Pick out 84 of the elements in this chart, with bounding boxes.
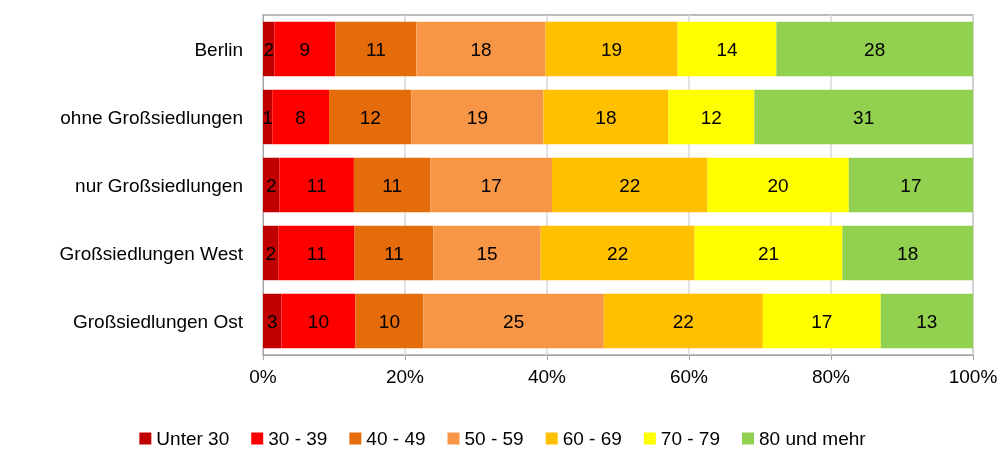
bar [433,225,541,281]
x-tick-label: 20% [385,366,425,387]
bar [694,225,843,281]
y-tick-label: Großsiedlungen West [59,242,244,264]
x-tick-label: 0% [249,366,277,387]
bar [335,21,417,77]
data-label: 20 [767,174,789,196]
data-label: 17 [900,174,922,196]
data-label: 22 [607,242,629,264]
bar [668,89,755,145]
bar [329,89,412,145]
data-label: 31 [853,106,875,128]
data-label: 2 [265,174,277,196]
x-tick-label: 60% [669,366,709,387]
data-label: 17 [811,310,833,332]
data-label: 11 [306,174,327,196]
bar [430,157,552,213]
data-label: 22 [619,174,641,196]
data-label: 1 [262,106,273,128]
data-label: 18 [470,38,492,60]
bar [281,293,356,349]
bar [423,293,604,349]
bar [545,21,678,77]
data-label: 11 [306,242,327,264]
legend-label: 40 - 49 [366,428,426,449]
bar [842,225,973,281]
data-label: 2 [263,38,274,60]
x-tick-label: 100% [948,366,998,387]
bar [603,293,763,349]
bar [776,21,973,77]
legend-label: 80 und mehr [758,428,867,449]
legend-label: 50 - 59 [464,428,524,449]
bar [411,89,544,145]
bar [272,89,330,145]
bar [354,225,434,281]
bar [279,157,354,213]
bar [263,225,279,281]
x-tick-label: 40% [527,366,567,387]
data-label: 11 [382,174,403,196]
data-label: 18 [595,106,617,128]
y-tick-label: Berlin [194,38,243,60]
bar [278,225,355,281]
data-label: 19 [466,106,488,128]
data-label: 3 [266,310,278,332]
legend-label: 60 - 69 [562,428,622,449]
bar [540,225,695,281]
data-label: 22 [672,310,694,332]
legend-label: Unter 30 [156,428,230,449]
y-tick-label: nur Großsiedlungen [75,174,243,196]
bar [543,89,669,145]
data-label: 15 [476,242,498,264]
data-label: 17 [480,174,502,196]
bar [416,21,546,77]
bar [880,293,973,349]
data-label: 8 [295,106,306,128]
bar [707,157,849,213]
data-label: 11 [384,242,404,264]
bar [754,89,973,145]
bar [762,293,881,349]
data-label: 28 [864,38,886,60]
data-label: 10 [307,310,329,332]
y-tick-label: Großsiedlungen Ost [72,310,244,332]
bar [355,293,424,349]
data-label: 25 [503,310,525,332]
data-label: 13 [916,310,938,332]
data-label: 12 [700,106,722,128]
data-label: 2 [265,242,277,264]
bar [353,157,431,213]
data-label: 19 [601,38,623,60]
data-label: 11 [366,38,386,60]
data-label: 14 [716,38,738,60]
data-label: 12 [359,106,381,128]
bar [274,21,336,77]
bar [848,157,973,213]
y-tick-label: ohne Großsiedlungen [60,106,243,128]
bar [551,157,708,213]
legend-label: 70 - 79 [660,428,720,449]
data-label: 9 [299,38,311,60]
bar [677,21,777,77]
data-label: 10 [378,310,400,332]
x-tick-label: 80% [811,366,851,387]
legend-label: 30 - 39 [268,428,328,449]
data-label: 18 [897,242,919,264]
data-label: 21 [757,242,780,264]
